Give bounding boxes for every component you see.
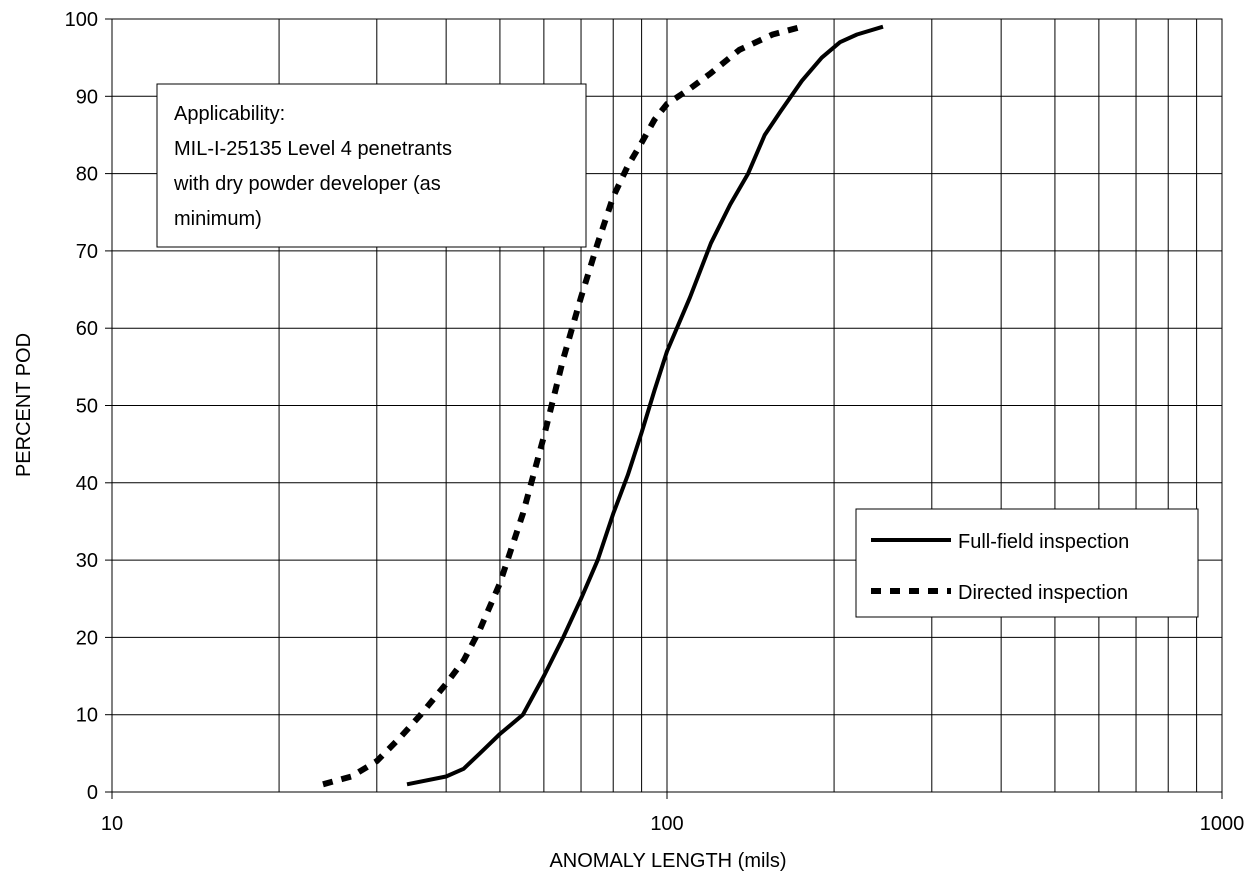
x-tick-label: 1000 xyxy=(1200,813,1245,835)
applicability-box-frame xyxy=(156,83,587,248)
x-tick-label: 10 xyxy=(101,813,123,835)
applicability-box: Applicability: MIL-I-25135 Level 4 penet… xyxy=(156,83,587,248)
y-tick-label: 20 xyxy=(76,627,98,649)
applicability-line-3: with dry powder developer (as xyxy=(173,173,441,195)
y-axis-title: PERCENT POD xyxy=(13,333,35,477)
y-tick-label: 100 xyxy=(65,9,98,31)
legend-label-full-field: Full-field inspection xyxy=(958,531,1129,553)
y-tick-label: 30 xyxy=(76,550,98,572)
y-tick-label: 50 xyxy=(76,396,98,418)
y-tick-label: 70 xyxy=(76,241,98,263)
y-tick-label: 40 xyxy=(76,473,98,495)
y-tick-label: 80 xyxy=(76,164,98,186)
y-tick-label: 60 xyxy=(76,318,98,340)
applicability-line-1: Applicability: xyxy=(174,103,285,125)
series-lines xyxy=(322,23,884,788)
y-tick-label: 0 xyxy=(87,782,98,804)
x-axis-title: ANOMALY LENGTH (mils) xyxy=(549,850,786,872)
x-tick-label: 100 xyxy=(650,813,683,835)
y-tick-label: 90 xyxy=(76,86,98,108)
applicability-line-2: MIL-I-25135 Level 4 penetrants xyxy=(174,138,452,160)
y-tick-label: 10 xyxy=(76,705,98,727)
legend-label-directed: Directed inspection xyxy=(958,582,1128,604)
legend-frame xyxy=(855,508,1199,618)
series-line-full-field xyxy=(406,24,884,787)
series-line-directed xyxy=(322,23,803,788)
legend: Full-field inspection Directed inspectio… xyxy=(855,508,1199,618)
applicability-line-4: minimum) xyxy=(174,208,262,230)
